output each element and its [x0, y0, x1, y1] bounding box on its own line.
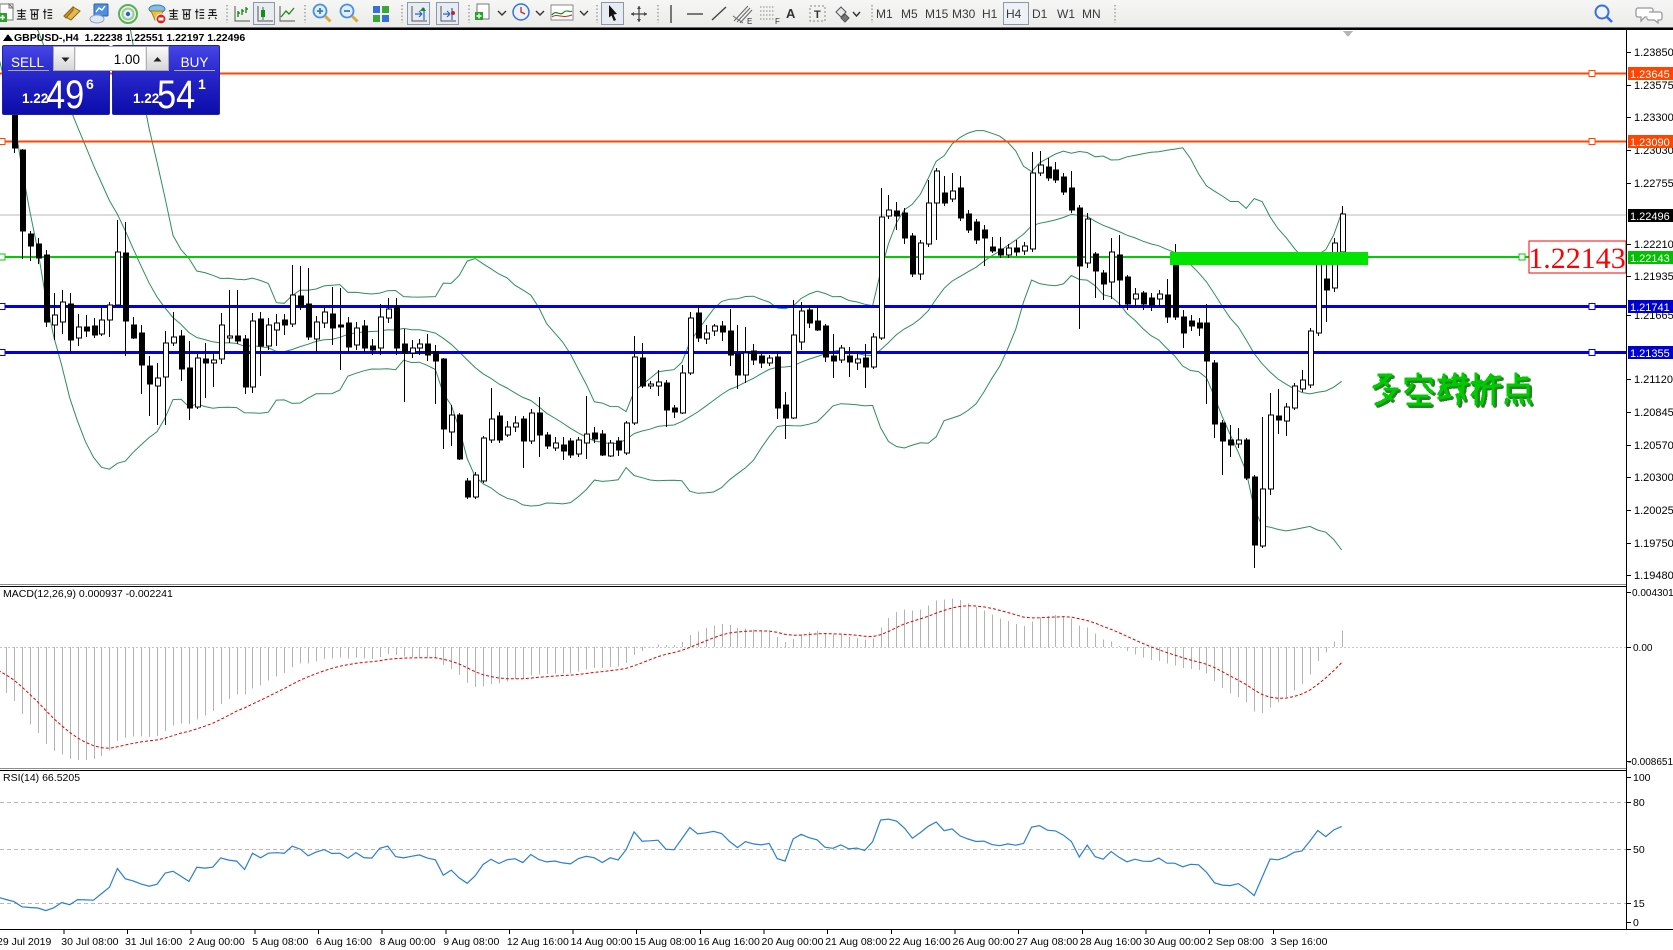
svg-text:RSI(14) 66.5205: RSI(14) 66.5205 [3, 772, 80, 784]
svg-text:6 Aug 16:00: 6 Aug 16:00 [316, 936, 372, 948]
svg-text:1.20300: 1.20300 [1634, 472, 1673, 484]
svg-text:50: 50 [1633, 844, 1645, 856]
svg-text:E: E [747, 17, 752, 26]
svg-text:5 Aug 08:00: 5 Aug 08:00 [252, 936, 308, 948]
svg-text:30 Aug 00:00: 30 Aug 00:00 [1144, 936, 1206, 948]
svg-text:100: 100 [1633, 772, 1651, 784]
svg-text:1.21741: 1.21741 [1630, 302, 1670, 314]
svg-text:1.19750: 1.19750 [1634, 538, 1673, 550]
svg-text:1.20845: 1.20845 [1634, 407, 1673, 419]
svg-text:1.23300: 1.23300 [1634, 112, 1673, 124]
svg-text:22 Aug 16:00: 22 Aug 16:00 [889, 936, 951, 948]
svg-text:31 Jul 16:00: 31 Jul 16:00 [125, 936, 182, 948]
svg-text:MACD(12,26,9) 0.000937 -0.0022: MACD(12,26,9) 0.000937 -0.002241 [3, 588, 173, 600]
svg-text:1.20570: 1.20570 [1634, 440, 1673, 452]
svg-text:8 Aug 00:00: 8 Aug 00:00 [380, 936, 436, 948]
svg-text:1.19480: 1.19480 [1634, 570, 1673, 582]
svg-text:26 Aug 00:00: 26 Aug 00:00 [953, 936, 1015, 948]
svg-text:1.23850: 1.23850 [1634, 47, 1673, 59]
svg-text:12 Aug 16:00: 12 Aug 16:00 [507, 936, 569, 948]
svg-text:29 Jul 2019: 29 Jul 2019 [0, 936, 51, 948]
svg-text:1.22210: 1.22210 [1634, 239, 1673, 251]
svg-text:-0.008651: -0.008651 [1628, 757, 1673, 768]
svg-text:0.004301: 0.004301 [1632, 588, 1673, 599]
svg-text:15: 15 [1633, 898, 1645, 910]
svg-text:1.22143: 1.22143 [1528, 242, 1626, 275]
svg-text:14 Aug 00:00: 14 Aug 00:00 [571, 936, 633, 948]
svg-text:1.21355: 1.21355 [1630, 348, 1670, 360]
svg-text:20 Aug 00:00: 20 Aug 00:00 [762, 936, 824, 948]
svg-text:0: 0 [1633, 917, 1639, 929]
svg-text:28 Aug 16:00: 28 Aug 16:00 [1080, 936, 1142, 948]
svg-text:1.20025: 1.20025 [1634, 505, 1673, 517]
svg-text:27 Aug 08:00: 27 Aug 08:00 [1016, 936, 1078, 948]
svg-text:1.23575: 1.23575 [1634, 80, 1673, 92]
svg-text:1.22496: 1.22496 [1630, 211, 1670, 223]
svg-text:30 Jul 08:00: 30 Jul 08:00 [61, 936, 118, 948]
svg-text:1.22755: 1.22755 [1634, 178, 1673, 190]
svg-text:1.22143: 1.22143 [1630, 253, 1670, 265]
svg-text:15 Aug 08:00: 15 Aug 08:00 [634, 936, 696, 948]
svg-text:3 Sep 16:00: 3 Sep 16:00 [1271, 936, 1328, 948]
svg-text:80: 80 [1633, 797, 1645, 809]
svg-text:16 Aug 16:00: 16 Aug 16:00 [698, 936, 760, 948]
svg-text:1.23090: 1.23090 [1630, 137, 1670, 149]
svg-text:F: F [775, 17, 780, 26]
svg-text:GBPUSD-,H4 1.22238 1.22551 1.: GBPUSD-,H4 1.22238 1.22551 1.22197 1.224… [14, 32, 245, 44]
svg-text:9 Aug 08:00: 9 Aug 08:00 [443, 936, 499, 948]
svg-text:T: T [814, 9, 821, 21]
svg-text:2 Aug 00:00: 2 Aug 00:00 [189, 936, 245, 948]
svg-text:1.21935: 1.21935 [1634, 271, 1673, 283]
svg-text:2 Sep 08:00: 2 Sep 08:00 [1207, 936, 1264, 948]
svg-text:0.00: 0.00 [1633, 643, 1653, 654]
svg-text:21 Aug 08:00: 21 Aug 08:00 [825, 936, 887, 948]
svg-text:1.21120: 1.21120 [1634, 374, 1673, 386]
svg-text:1.23645: 1.23645 [1630, 69, 1670, 81]
